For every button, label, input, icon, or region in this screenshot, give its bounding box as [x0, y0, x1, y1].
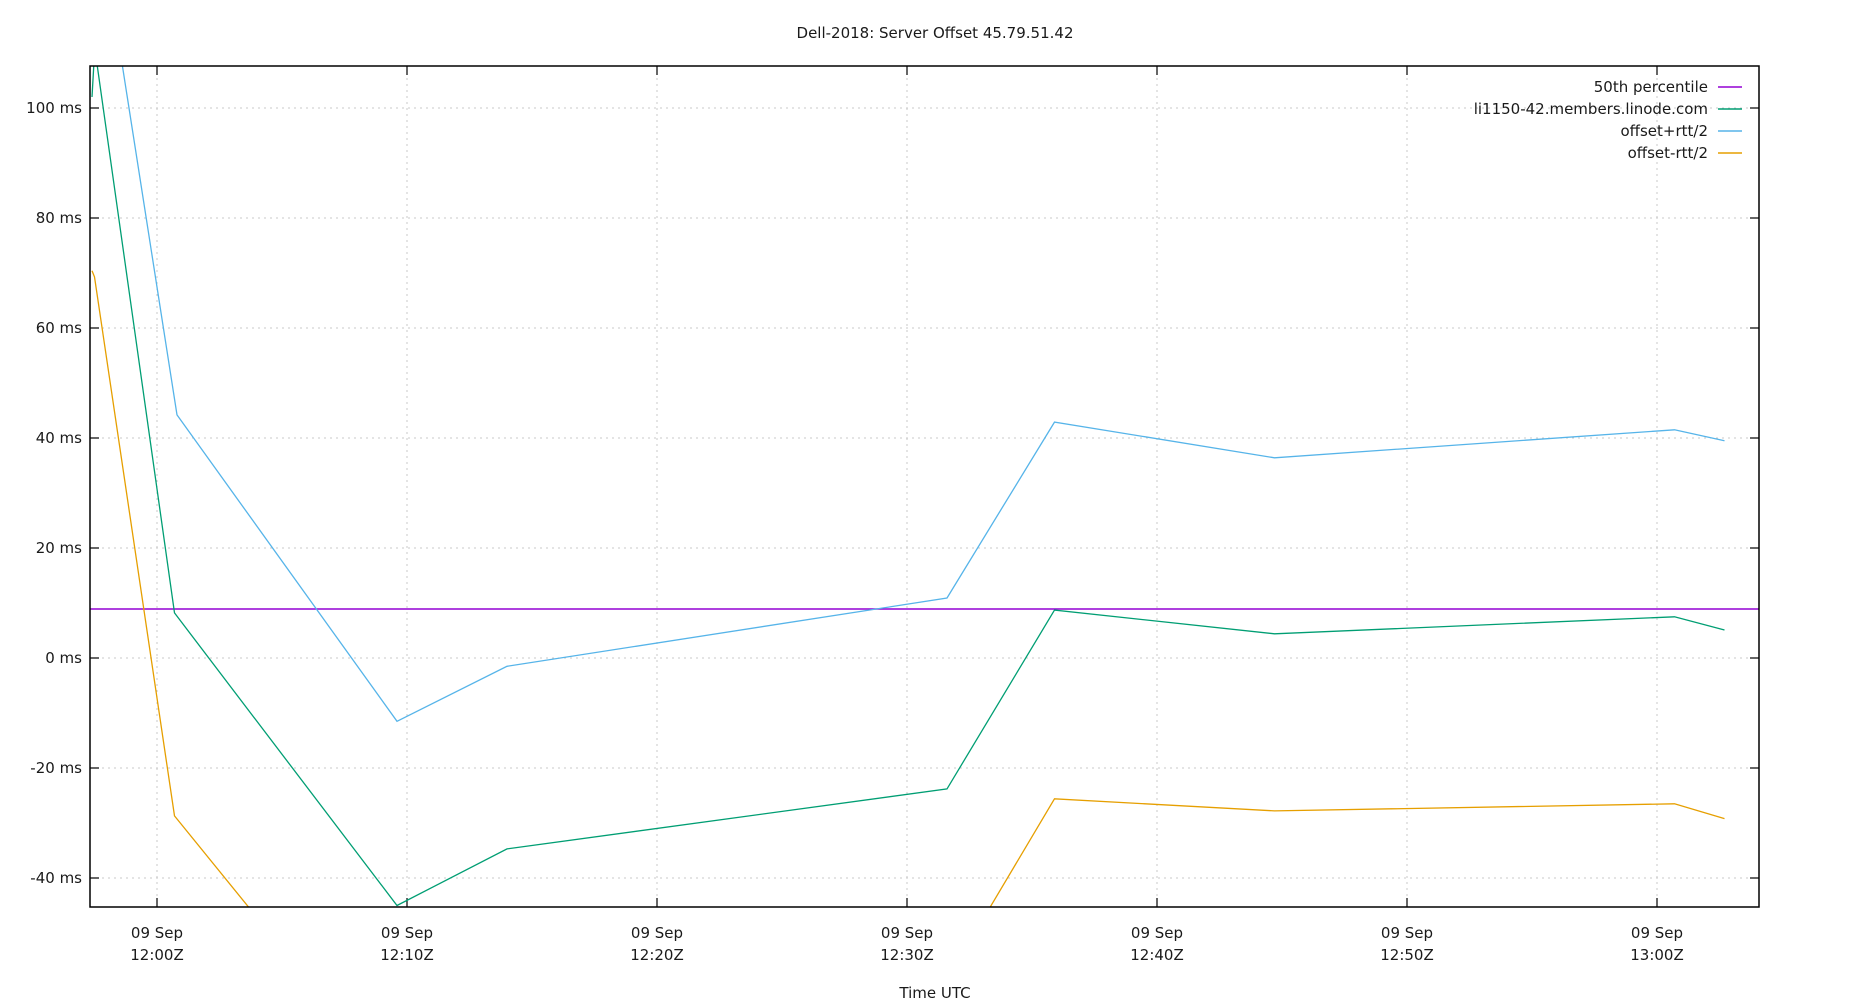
y-tick-label: 80 ms — [36, 209, 82, 227]
grid-lines — [90, 66, 1759, 907]
series-line-2 — [121, 66, 1725, 723]
y-tick-label: 20 ms — [36, 539, 82, 557]
x-axis-label: Time UTC — [898, 984, 970, 1000]
x-tick-date: 09 Sep — [631, 924, 683, 942]
y-tick-label: -40 ms — [30, 869, 82, 887]
x-tick-date: 09 Sep — [381, 924, 433, 942]
plot-border — [89, 65, 1760, 908]
series-line-1 — [91, 66, 1725, 907]
legend-label: offset-rtt/2 — [1628, 144, 1708, 162]
x-tick-time: 12:30Z — [880, 946, 934, 964]
x-tick-date: 09 Sep — [1381, 924, 1433, 942]
legend-label: 50th percentile — [1594, 78, 1708, 96]
x-tick-date: 09 Sep — [131, 924, 183, 942]
y-tick-label: 0 ms — [45, 649, 82, 667]
x-tick-date: 09 Sep — [881, 924, 933, 942]
legend: 50th percentile li1150-42.members.linode.… — [1474, 78, 1742, 162]
chart-title: Dell-2018: Server Offset 45.79.51.42 — [797, 24, 1074, 42]
y-tick-label: 40 ms — [36, 429, 82, 447]
x-tick-date: 09 Sep — [1131, 924, 1183, 942]
x-tick-time: 12:20Z — [630, 946, 684, 964]
y-tick-label: 100 ms — [26, 99, 82, 117]
x-tick-time: 12:00Z — [130, 946, 184, 964]
x-tick-time: 12:50Z — [1380, 946, 1434, 964]
plot-series — [90, 66, 1759, 907]
legend-label: li1150-42.members.linode.com — [1474, 100, 1708, 118]
x-tick-time: 12:40Z — [1130, 946, 1184, 964]
y-tick-label: -20 ms — [30, 759, 82, 777]
x-tick-date: 09 Sep — [1631, 924, 1683, 942]
x-tick-time: 13:00Z — [1630, 946, 1684, 964]
y-axis: -40 ms -20 ms 0 ms 20 ms 40 ms 60 ms 80 ms 100 … — [26, 99, 1759, 887]
x-tick-time: 12:10Z — [380, 946, 434, 964]
y-tick-label: 60 ms — [36, 319, 82, 337]
series-line-3 — [91, 270, 1725, 907]
x-axis: 09 Sep 12:00Z 09 Sep 12:10Z 09 Sep 12:20Z 09 S… — [130, 66, 1684, 964]
legend-label: offset+rtt/2 — [1620, 122, 1708, 140]
